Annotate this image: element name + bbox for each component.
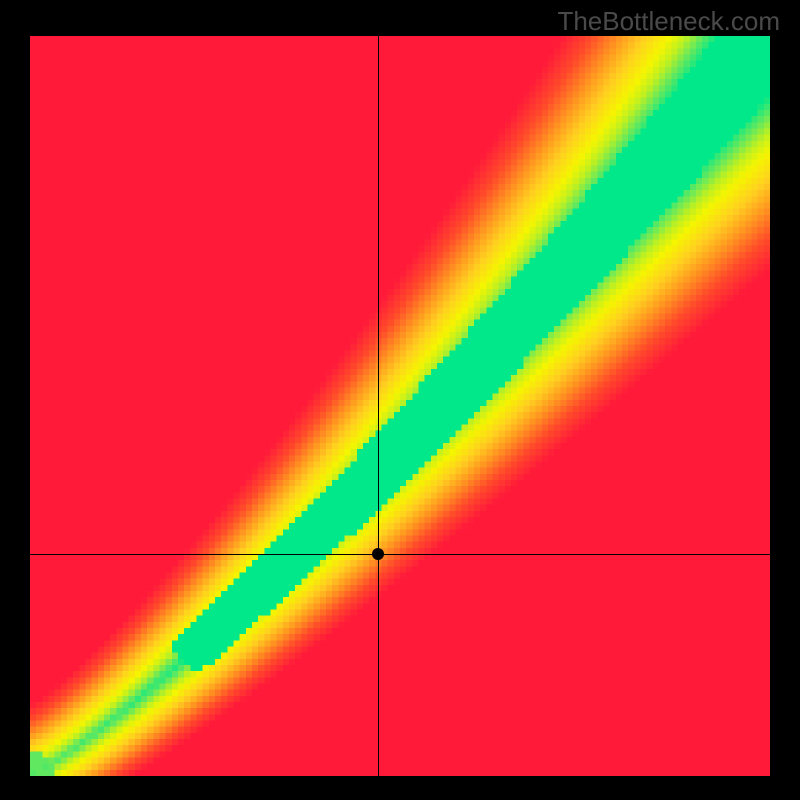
heatmap-canvas xyxy=(30,36,770,776)
crosshair-horizontal xyxy=(30,554,770,555)
selection-marker xyxy=(372,548,384,560)
crosshair-vertical xyxy=(378,36,379,776)
bottleneck-heatmap xyxy=(30,36,770,776)
watermark-text: TheBottleneck.com xyxy=(557,6,780,37)
